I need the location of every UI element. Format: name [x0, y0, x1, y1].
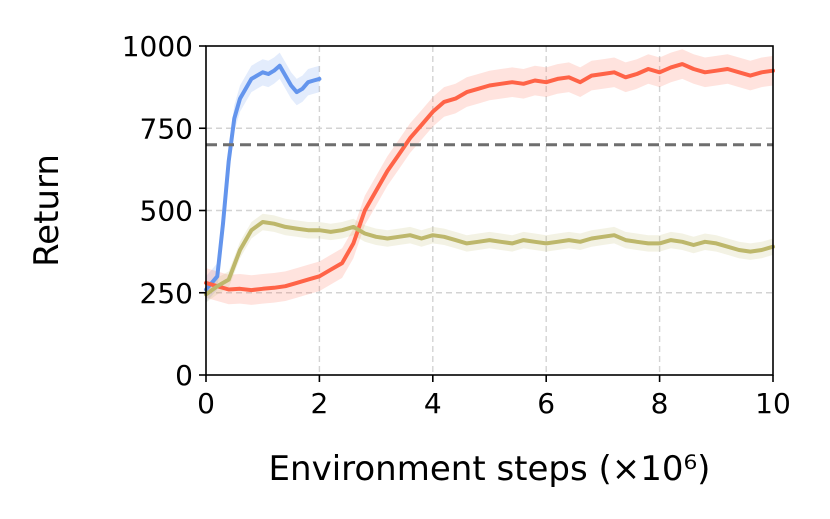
- series-band-2: [206, 49, 773, 305]
- x-axis-label: Environment steps (×10⁶): [269, 449, 711, 489]
- y-tick-label: 250: [140, 277, 193, 310]
- x-tick-label: 8: [651, 387, 669, 420]
- grid: [206, 46, 773, 375]
- series-lines: [204, 62, 775, 297]
- x-tick-label: 4: [424, 387, 442, 420]
- series-band-3: [206, 213, 773, 303]
- x-tick-label: 2: [310, 387, 328, 420]
- ticks: 0 2 4 6 8 10 0 250 500 750 1000: [122, 30, 791, 420]
- series-line-1: [204, 63, 322, 292]
- y-axis-label: Return: [27, 154, 67, 267]
- y-tick-label: 500: [140, 195, 193, 228]
- series-line-2: [204, 62, 775, 293]
- x-tick-label: 6: [537, 387, 555, 420]
- x-tick-label: 0: [197, 387, 215, 420]
- y-tick-label: 750: [140, 112, 193, 145]
- y-tick-label: 0: [175, 359, 193, 392]
- x-tick-label: 10: [755, 387, 791, 420]
- y-tick-label: 1000: [122, 30, 193, 63]
- series-line-3: [204, 220, 775, 297]
